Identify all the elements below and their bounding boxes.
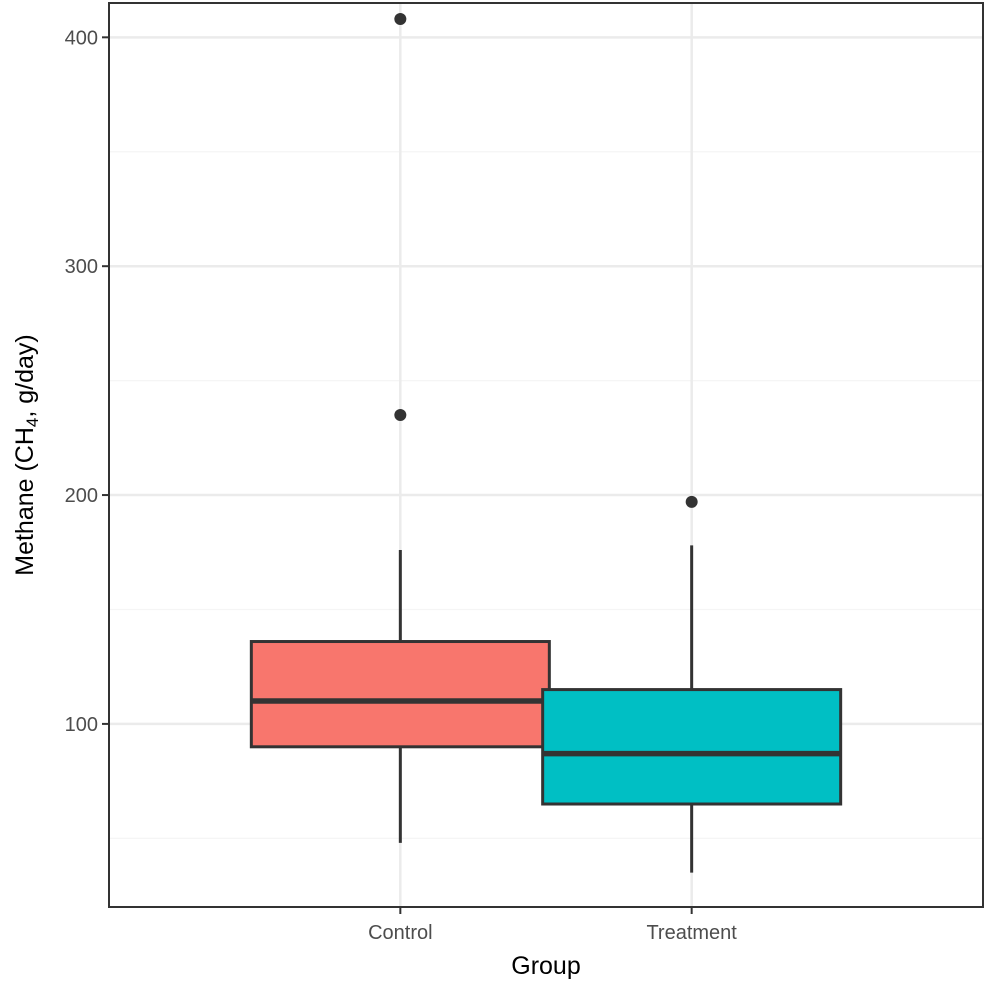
x-axis-title: Group bbox=[511, 952, 580, 980]
y-axis-title-subscript: 4 bbox=[23, 418, 42, 427]
box-control bbox=[249, 13, 551, 843]
box-treatment bbox=[541, 495, 843, 873]
x-tick-label: Control bbox=[368, 922, 432, 944]
y-axis: 100 200 300 400 bbox=[65, 27, 109, 736]
x-tick-label: Treatment bbox=[646, 922, 737, 944]
y-axis-title-prefix: Methane (CH bbox=[11, 427, 39, 576]
y-tick-label: 400 bbox=[65, 27, 98, 49]
outlier-point bbox=[394, 13, 407, 26]
boxes bbox=[249, 13, 843, 873]
y-tick-label: 100 bbox=[65, 714, 98, 736]
y-axis-title: Methane (CH4, g/day) bbox=[11, 334, 42, 576]
x-axis: Control Treatment bbox=[368, 907, 737, 944]
outlier-point bbox=[685, 495, 698, 508]
y-tick-label: 300 bbox=[65, 256, 98, 278]
y-tick-label: 200 bbox=[65, 485, 98, 507]
y-axis-title-suffix: , g/day) bbox=[11, 334, 39, 417]
box-iqr bbox=[249, 640, 551, 749]
grid-minor bbox=[109, 151, 983, 839]
panel-border bbox=[108, 2, 984, 908]
outlier-point bbox=[394, 408, 407, 421]
box-iqr bbox=[541, 688, 843, 806]
